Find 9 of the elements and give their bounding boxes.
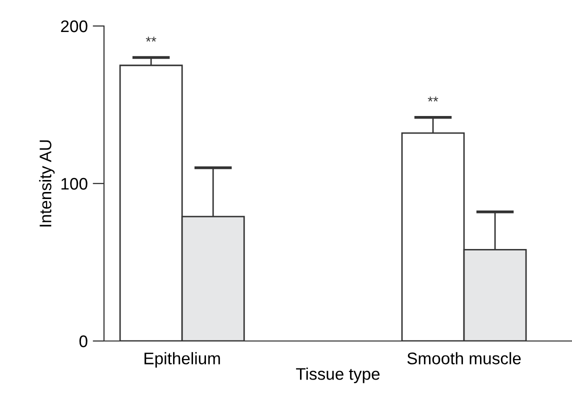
x-axis-title: Tissue type (296, 368, 380, 384)
x-tick-label: Epithelium (144, 352, 220, 368)
y-tick-label: 0 (79, 335, 88, 348)
annotation: ** (146, 36, 156, 42)
y-tick-label: 100 (61, 178, 88, 190)
y-axis-title: Intensity AU (39, 140, 55, 226)
y-tick-label: 200 (61, 20, 88, 32)
annotation: ** (428, 96, 438, 102)
x-tick-label: Smooth muscle (407, 352, 521, 364)
